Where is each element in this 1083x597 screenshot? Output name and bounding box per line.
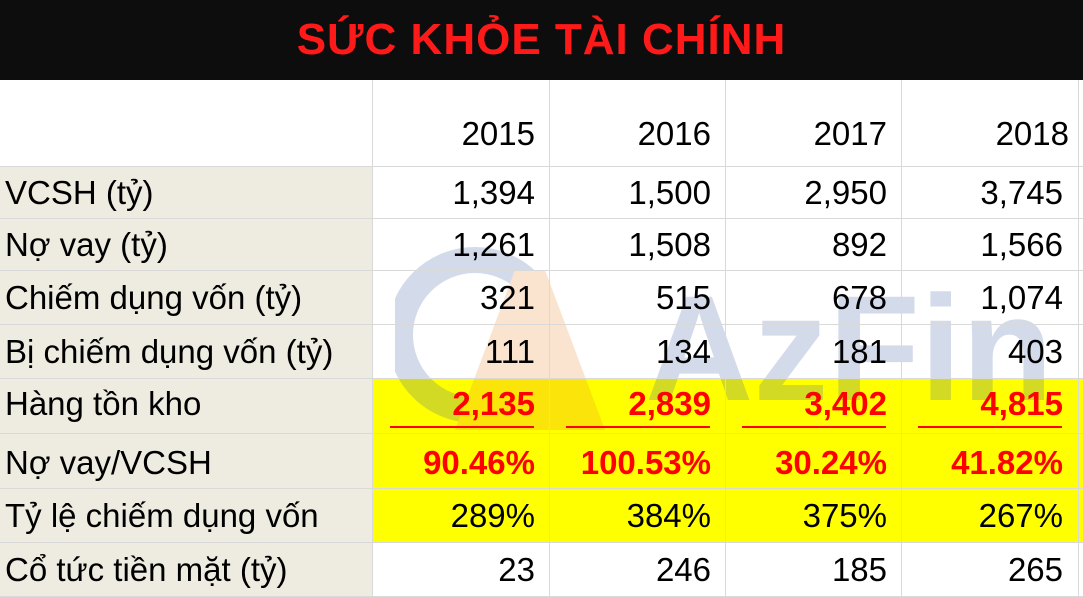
watermark-text: AzFin <box>645 264 1053 432</box>
table-cell: 185 <box>831 551 887 588</box>
table-cell: 375% <box>802 497 887 534</box>
table-cell: 1,261 <box>452 226 535 263</box>
year-header-2015: 2015 <box>461 115 535 152</box>
year-header-2016: 2016 <box>637 115 711 152</box>
label-column-bg <box>0 166 372 597</box>
table-cell: 892 <box>831 226 887 263</box>
highlight-block <box>373 378 1083 542</box>
row-label-vcsh: VCSH (tỷ) <box>5 174 154 211</box>
red-underline <box>918 426 1062 428</box>
row-label-bi-chiem-dung-von: Bị chiếm dụng vốn (tỷ) <box>5 333 334 370</box>
row-label-hang-ton-kho: Hàng tồn kho <box>5 385 202 422</box>
table-cell: 41.82% <box>951 444 1063 481</box>
red-underline <box>742 426 886 428</box>
table-cell: 100.53% <box>580 444 711 481</box>
row-label-co-tuc-tien-mat: Cổ tức tiền mặt (tỷ) <box>5 551 288 588</box>
table-cell: 1,500 <box>628 174 711 211</box>
financial-table: AzFin 2015 2016 2017 2018 VCSH (tỷ) 1,39… <box>0 80 1083 597</box>
table-cell: 90.46% <box>423 444 535 481</box>
table-cell: 384% <box>626 497 711 534</box>
table-cell: 3,402 <box>804 385 887 422</box>
year-header-2018: 2018 <box>995 115 1069 152</box>
table-cell: 403 <box>1007 333 1063 370</box>
table-cell: 1,566 <box>980 226 1063 263</box>
table-cell: 1,508 <box>628 226 711 263</box>
table-cell: 321 <box>479 279 535 316</box>
table-cell: 2,950 <box>804 174 887 211</box>
table-cell: 267% <box>978 497 1063 534</box>
table-cell: 1,394 <box>452 174 535 211</box>
red-underline <box>390 426 534 428</box>
table-cell: 289% <box>450 497 535 534</box>
table-cell: 1,074 <box>980 279 1063 316</box>
table-cell: 4,815 <box>980 385 1063 422</box>
table-cell: 265 <box>1007 551 1063 588</box>
azfin-logo-icon: AzFin <box>395 247 1053 432</box>
table-cell: 111 <box>484 333 535 370</box>
table-cell: 246 <box>655 551 711 588</box>
table-cell: 515 <box>655 279 711 316</box>
table-cell: 30.24% <box>775 444 887 481</box>
red-underline <box>566 426 710 428</box>
table-cell: 3,745 <box>980 174 1063 211</box>
table-cell: 678 <box>831 279 887 316</box>
page-title: SỨC KHỎE TÀI CHÍNH <box>296 15 787 64</box>
header-label-cell <box>0 80 372 166</box>
table-cell: 2,839 <box>628 385 711 422</box>
row-label-ty-le-chiem-dung-von: Tỷ lệ chiếm dụng vốn <box>5 497 319 534</box>
row-label-chiem-dung-von: Chiếm dụng vốn (tỷ) <box>5 279 303 316</box>
row-label-no-vay: Nợ vay (tỷ) <box>5 226 168 263</box>
table-cell: 134 <box>655 333 711 370</box>
row-label-no-vay-vcsh: Nợ vay/VCSH <box>5 444 212 481</box>
table-cell: 23 <box>498 551 535 588</box>
table-cell: 181 <box>831 333 887 370</box>
title-banner: SỨC KHỎE TÀI CHÍNH <box>0 0 1083 80</box>
table-cell: 2,135 <box>452 385 535 422</box>
year-header-2017: 2017 <box>813 115 887 152</box>
